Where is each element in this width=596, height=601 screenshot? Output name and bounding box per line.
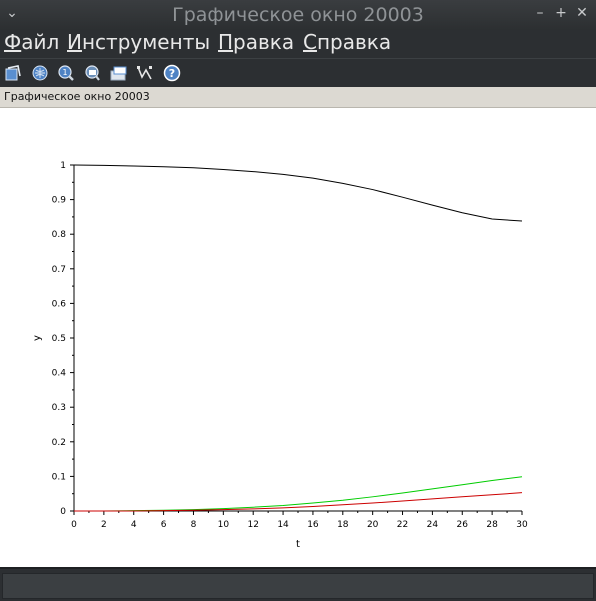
x-tick-label: 0 xyxy=(71,520,77,530)
y-tick-label: 0.5 xyxy=(52,334,66,344)
y-tick-label: 0.8 xyxy=(52,230,67,240)
x-tick-label: 20 xyxy=(367,520,379,530)
menu-bar: Файл Инструменты Правка Справка xyxy=(0,30,596,58)
x-tick-label: 6 xyxy=(161,520,167,530)
x-tick-label: 24 xyxy=(427,520,439,530)
x-tick-label: 14 xyxy=(277,520,289,530)
line-chart: 0 2 4 6 8 10 12 14 16 18 20 22 24 26 28 3000.10.20.30.4… xyxy=(32,161,528,550)
x-tick-label: 4 xyxy=(131,520,137,530)
series-line-1 xyxy=(74,476,523,512)
chart-series xyxy=(73,164,523,512)
x-tick-label: 30 xyxy=(516,520,528,530)
y-tick-label: 0.7 xyxy=(52,265,66,275)
x-tick-label: 10 xyxy=(218,520,230,530)
x-tick-label: 16 xyxy=(307,520,319,530)
y-tick-label: 0.3 xyxy=(52,403,66,413)
svg-text:?: ? xyxy=(169,67,175,80)
svg-text:1: 1 xyxy=(62,68,67,77)
series-line-2 xyxy=(74,492,523,512)
help-icon[interactable]: ? xyxy=(163,64,181,82)
window-titlebar: ⌄ Графическое окно 20003 – + ✕ xyxy=(0,0,596,30)
x-tick-label: 28 xyxy=(486,520,498,530)
zoom-reset-icon[interactable]: 1 xyxy=(57,64,75,82)
status-text: Графическое окно 20003 xyxy=(4,90,150,103)
y-axis-label: y xyxy=(32,335,43,341)
maximize-button[interactable]: + xyxy=(555,5,567,21)
console-input[interactable] xyxy=(2,573,594,599)
window-menu-button[interactable]: ⌄ xyxy=(6,5,18,21)
y-tick-label: 0.1 xyxy=(52,472,66,482)
menu-edit[interactable]: Правка xyxy=(218,30,295,54)
chart-axes: 0 2 4 6 8 10 12 14 16 18 20 22 24 26 28 3000.10.20.30.4… xyxy=(52,161,528,530)
x-tick-label: 22 xyxy=(397,520,408,530)
y-tick-label: 0.2 xyxy=(52,438,66,448)
window-title: Графическое окно 20003 xyxy=(172,4,424,26)
x-tick-label: 8 xyxy=(191,520,197,530)
y-tick-label: 0 xyxy=(60,507,66,517)
minimize-button[interactable]: – xyxy=(536,5,544,21)
datatip-icon[interactable] xyxy=(83,64,101,82)
y-tick-label: 0.6 xyxy=(52,299,67,309)
toolbar: 1 ? xyxy=(0,58,596,87)
data-mode-icon[interactable] xyxy=(136,64,154,82)
menu-file[interactable]: Файл xyxy=(4,30,60,54)
y-tick-label: 0.4 xyxy=(52,369,67,379)
status-bar: Графическое окно 20003 xyxy=(0,87,596,108)
series-line-0 xyxy=(73,164,523,222)
plot-area: 0 2 4 6 8 10 12 14 16 18 20 22 24 26 28 30 0 0.1 0.2 0.3 0.4… xyxy=(0,108,596,567)
rotate-icon[interactable] xyxy=(4,64,22,82)
close-button[interactable]: ✕ xyxy=(576,5,588,21)
y-tick-label: 1 xyxy=(60,161,66,171)
menu-help[interactable]: Справка xyxy=(303,30,392,54)
x-axis-label: t xyxy=(296,539,300,550)
zoom-area-icon[interactable] xyxy=(31,64,49,82)
x-tick-label: 2 xyxy=(101,520,107,530)
x-tick-label: 18 xyxy=(337,520,349,530)
console-bar xyxy=(0,567,596,601)
menu-tools[interactable]: Инструменты xyxy=(67,30,211,54)
x-tick-label: 12 xyxy=(247,520,258,530)
print-icon[interactable] xyxy=(110,64,128,82)
x-tick-label: 26 xyxy=(457,520,469,530)
y-tick-label: 0.9 xyxy=(52,196,67,206)
